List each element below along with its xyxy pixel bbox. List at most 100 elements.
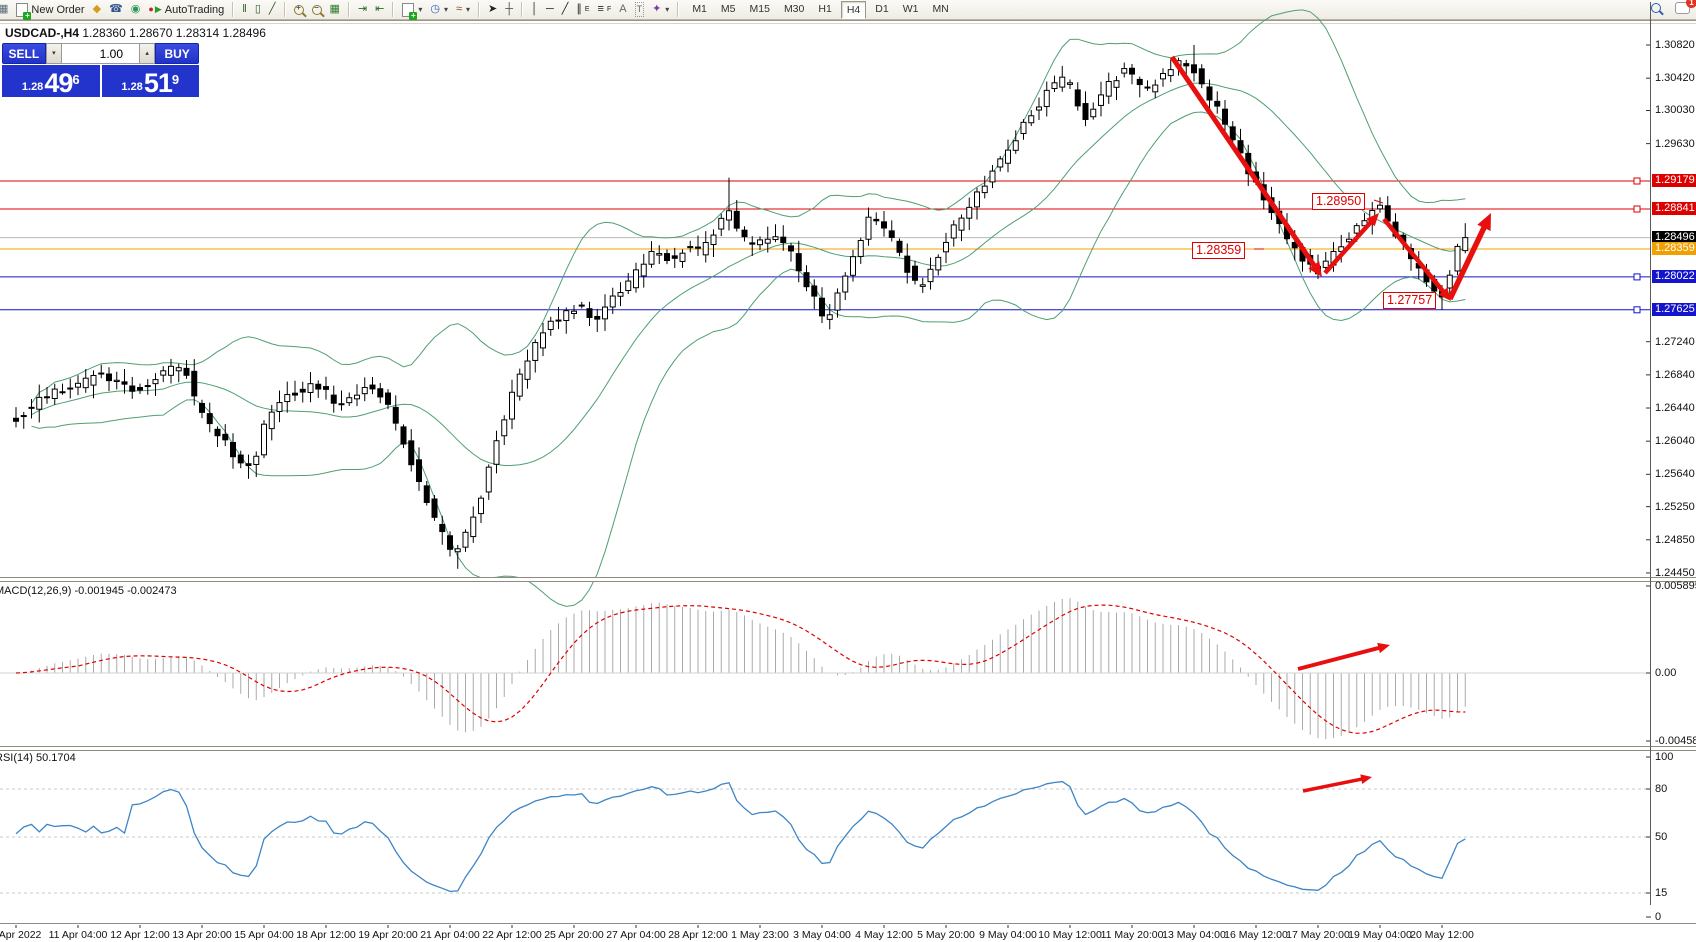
trend-arrow[interactable] bbox=[1447, 220, 1490, 301]
timeframe-bar: M1 M5 M15 M30 H1 H4 D1 W1 MN bbox=[687, 0, 953, 19]
time-axis-label: 12 Apr 12:00 bbox=[110, 929, 170, 941]
time-axis-label: 25 Apr 20:00 bbox=[544, 929, 604, 941]
timeframe-h1[interactable]: H1 bbox=[818, 2, 832, 15]
price-axis-line bbox=[1650, 2, 1651, 905]
auto-scroll-button[interactable]: ⇥ bbox=[354, 1, 371, 18]
timeframe-h4[interactable]: H4 bbox=[840, 0, 867, 19]
crosshair-button[interactable]: ┼ bbox=[501, 1, 517, 18]
notifications-button[interactable]: 1 bbox=[1675, 0, 1696, 17]
tile-windows-button[interactable]: ▦ bbox=[326, 1, 344, 18]
zoom-out-button[interactable]: − bbox=[308, 1, 326, 18]
timeframe-w1[interactable]: W1 bbox=[902, 2, 919, 15]
trend-arrow[interactable] bbox=[1302, 776, 1366, 793]
templates-button[interactable]: ≈ ▾ bbox=[455, 3, 471, 15]
zoom-in-button[interactable]: + bbox=[290, 1, 308, 18]
timeframe-m15[interactable]: M15 bbox=[749, 2, 770, 15]
cursor-icon: ➤ bbox=[488, 3, 498, 15]
time-axis-label: 27 Apr 04:00 bbox=[606, 929, 666, 941]
period-icon: ◷ bbox=[430, 3, 440, 15]
time-axis-label: 11 Apr 04:00 bbox=[48, 929, 108, 941]
chart-window: USDCAD-,H4 1.28360 1.28670 1.28314 1.284… bbox=[0, 20, 1696, 942]
price-axis-badge: 1.28359 bbox=[1652, 241, 1696, 255]
crosshair-icon: ┼ bbox=[505, 3, 514, 15]
panel-separator-rsi-time bbox=[0, 923, 1696, 925]
timeframe-mn[interactable]: MN bbox=[932, 2, 949, 15]
timeframe-m30[interactable]: M30 bbox=[783, 2, 805, 15]
time-axis-label: 22 Apr 12:00 bbox=[482, 929, 542, 941]
trendline-button[interactable]: ╱ bbox=[558, 1, 573, 18]
rsi-axis-label: 15 bbox=[1655, 887, 1668, 899]
tile-windows-icon: ▦ bbox=[329, 3, 340, 15]
vertical-line-button[interactable]: │ bbox=[527, 1, 542, 18]
new-order-icon: + bbox=[16, 2, 32, 20]
chart-symbol: USDCAD-,H4 bbox=[5, 26, 80, 40]
sell-price-display[interactable]: 1.28 49 6 bbox=[2, 65, 100, 97]
trend-arrow[interactable] bbox=[1323, 217, 1376, 275]
equidistant-channel-button[interactable]: ∥ E bbox=[576, 3, 590, 15]
signals-button[interactable]: ◉ bbox=[127, 1, 145, 18]
trend-arrow[interactable] bbox=[1382, 217, 1448, 297]
timeframe-m1[interactable]: M1 bbox=[692, 2, 707, 15]
rsi-axis-label: 50 bbox=[1655, 831, 1668, 843]
price-annotation[interactable]: 1.27757 bbox=[1383, 292, 1437, 309]
time-axis-label: 17 May 20:00 bbox=[1286, 929, 1350, 941]
candlestick-chart-icon: ▯ bbox=[254, 3, 261, 15]
volume-increase-button[interactable]: ▴ bbox=[139, 43, 156, 64]
search-icon bbox=[1651, 3, 1664, 16]
timeframe-d1[interactable]: D1 bbox=[875, 2, 889, 15]
volume-input[interactable] bbox=[62, 43, 139, 64]
horizontal-line-button[interactable]: ─ bbox=[542, 1, 558, 18]
bar-chart-button[interactable]: ‖ bbox=[238, 1, 251, 18]
toolbar-separator bbox=[283, 2, 286, 17]
price-annotation[interactable]: 1.28950 bbox=[1312, 193, 1366, 210]
trend-arrow[interactable] bbox=[1169, 55, 1320, 272]
price-axis-badge: 1.27625 bbox=[1652, 302, 1696, 316]
equidistant-channel-icon: ∥ bbox=[576, 3, 582, 15]
chart-title: USDCAD-,H4 1.28360 1.28670 1.28314 1.284… bbox=[5, 26, 266, 40]
toolbar-separator bbox=[392, 2, 395, 17]
signals-icon: ◉ bbox=[130, 3, 141, 15]
text-button[interactable]: A bbox=[615, 1, 630, 18]
period-button[interactable]: ◷ ▾ bbox=[430, 3, 448, 15]
text-label-button[interactable]: T bbox=[631, 1, 649, 18]
fibonacci-button[interactable]: ≡ F bbox=[597, 3, 612, 15]
new-order-button[interactable]: + New Order bbox=[12, 1, 88, 20]
auto-scroll-icon: ⇥ bbox=[357, 3, 368, 15]
trend-arrow[interactable] bbox=[1297, 644, 1384, 671]
search-button[interactable] bbox=[1651, 3, 1664, 16]
time-axis-label: 21 Apr 04:00 bbox=[420, 929, 480, 941]
sell-button[interactable]: SELL bbox=[2, 43, 46, 64]
autotrading-button[interactable]: ● ▶ AutoTrading bbox=[144, 1, 228, 18]
panel-separator-macd-rsi[interactable] bbox=[0, 746, 1696, 751]
price-axis-label: 1.30030 bbox=[1655, 104, 1695, 117]
arrows-tool-button[interactable]: ✦ ▾ bbox=[652, 3, 670, 15]
deposit-button[interactable]: ◆ bbox=[89, 1, 105, 18]
new-chart-button[interactable]: + ▾ bbox=[398, 1, 426, 20]
price-axis-badge: 1.28496 bbox=[1652, 230, 1696, 244]
volume-decrease-button[interactable]: ▾ bbox=[45, 43, 62, 64]
buy-price-sup: 9 bbox=[171, 72, 180, 87]
text-label-icon: T bbox=[634, 2, 645, 17]
sell-price-prefix: 1.28 bbox=[21, 81, 44, 93]
price-axis-label: 1.24450 bbox=[1655, 566, 1695, 579]
macd-axis-label: 0.00 bbox=[1655, 667, 1677, 679]
panel-separator-main-macd[interactable] bbox=[0, 577, 1696, 582]
buy-button[interactable]: BUY bbox=[155, 43, 199, 64]
price-axis-label: 1.26440 bbox=[1655, 402, 1695, 414]
rsi-axis-label: 100 bbox=[1655, 751, 1674, 763]
timeframe-m5[interactable]: M5 bbox=[720, 2, 736, 15]
vertical-line-icon: │ bbox=[531, 3, 538, 15]
templates-icon: ≈ bbox=[455, 3, 463, 15]
price-annotation[interactable]: 1.28359 bbox=[1192, 242, 1246, 259]
buy-price-display[interactable]: 1.28 51 9 bbox=[101, 65, 199, 97]
chart-shift-button[interactable]: ⇤ bbox=[371, 1, 388, 18]
line-chart-button[interactable]: ╱ bbox=[265, 1, 280, 18]
text-icon: A bbox=[619, 3, 627, 15]
time-axis-label: 28 Apr 12:00 bbox=[668, 929, 728, 941]
time-axis-label: 13 Apr 20:00 bbox=[172, 929, 232, 941]
support-button[interactable]: ☎ bbox=[105, 1, 127, 18]
cursor-button[interactable]: ➤ bbox=[484, 1, 501, 18]
candlestick-chart-button[interactable]: ▯ bbox=[251, 1, 265, 18]
chart-mini-icon[interactable]: ▦ bbox=[0, 3, 9, 15]
